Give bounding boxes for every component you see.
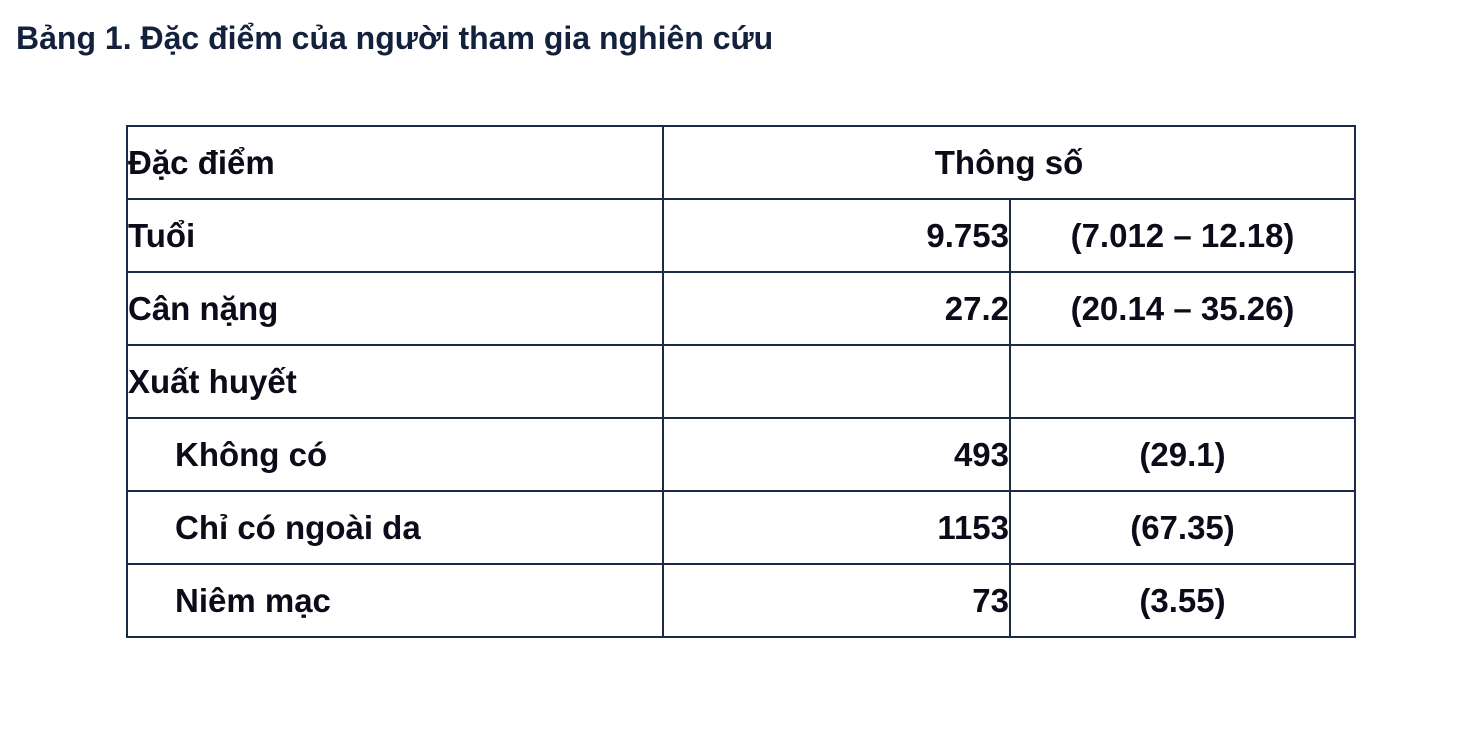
table-row: Niêm mạc 73 (3.55)	[126, 563, 1356, 638]
table-row: Cân nặng 27.2 (20.14 – 35.26)	[126, 271, 1356, 346]
table-row: Tuổi 9.753 (7.012 – 12.18)	[126, 198, 1356, 273]
row-value: 9.753	[662, 198, 1011, 273]
row-value: 73	[662, 563, 1011, 638]
row-range: (7.012 – 12.18)	[1009, 198, 1356, 273]
row-range: (20.14 – 35.26)	[1009, 271, 1356, 346]
row-label: Cân nặng	[126, 271, 664, 346]
row-label: Niêm mạc	[126, 563, 664, 638]
header-characteristic: Đặc điểm	[126, 125, 664, 200]
row-range: (3.55)	[1009, 563, 1356, 638]
row-label: Tuổi	[126, 198, 664, 273]
row-value: 1153	[662, 490, 1011, 565]
row-value: 493	[662, 417, 1011, 492]
row-label: Không có	[126, 417, 664, 492]
table-row: Xuất huyết	[126, 344, 1356, 419]
table-row: Chỉ có ngoài da 1153 (67.35)	[126, 490, 1356, 565]
characteristics-table: Đặc điểm Thông số Tuổi 9.753 (7.012 – 12…	[126, 125, 1356, 638]
table-header-row: Đặc điểm Thông số	[126, 125, 1356, 200]
table-caption: Bảng 1. Đặc điểm của người tham gia nghi…	[16, 20, 774, 56]
row-range	[1009, 344, 1356, 419]
row-range: (67.35)	[1009, 490, 1356, 565]
header-parameter: Thông số	[662, 125, 1356, 200]
row-range: (29.1)	[1009, 417, 1356, 492]
table-row: Không có 493 (29.1)	[126, 417, 1356, 492]
row-label: Chỉ có ngoài da	[126, 490, 664, 565]
row-label: Xuất huyết	[126, 344, 664, 419]
row-value	[662, 344, 1011, 419]
row-value: 27.2	[662, 271, 1011, 346]
